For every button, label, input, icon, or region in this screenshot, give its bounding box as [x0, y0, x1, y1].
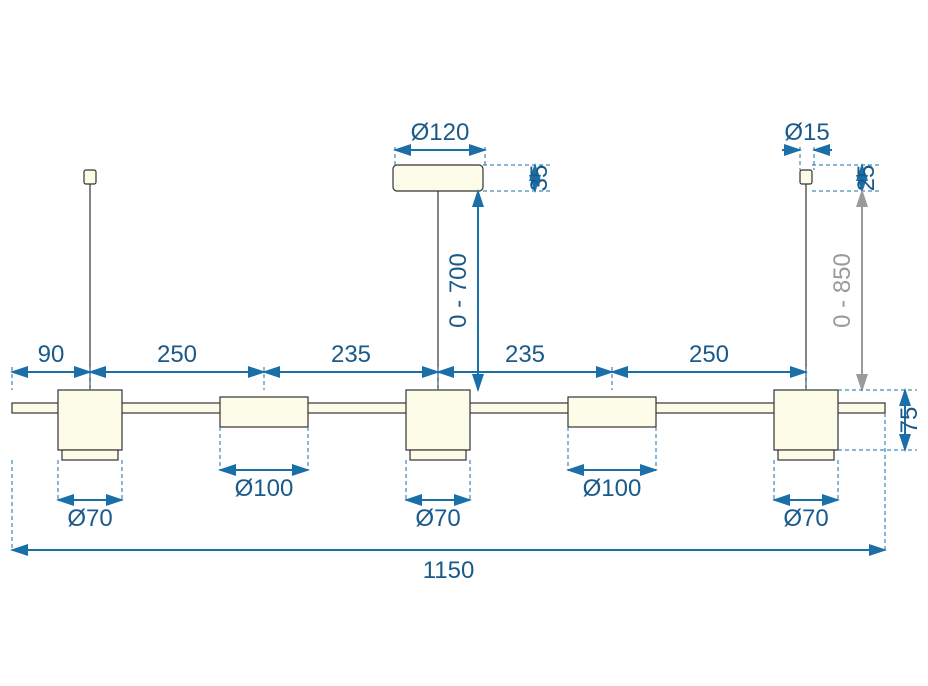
svg-text:Ø70: Ø70 — [415, 505, 460, 532]
svg-text:Ø100: Ø100 — [583, 475, 642, 502]
svg-text:Ø100: Ø100 — [235, 475, 294, 502]
svg-text:0 - 700: 0 - 700 — [445, 253, 472, 328]
svg-text:235: 235 — [505, 341, 545, 368]
svg-text:25: 25 — [853, 165, 880, 192]
technical-drawing: 90 250 235 235 250 1150 Ø120 35 0 - 700 Ø15 25 0 - … — [0, 0, 928, 686]
svg-text:Ø15: Ø15 — [784, 119, 829, 146]
svg-text:0 - 850: 0 - 850 — [829, 253, 856, 328]
svg-text:35: 35 — [526, 165, 553, 192]
svg-text:1150: 1150 — [423, 557, 475, 584]
svg-text:Ø70: Ø70 — [67, 505, 112, 532]
svg-text:250: 250 — [689, 341, 729, 368]
svg-text:Ø120: Ø120 — [411, 119, 470, 146]
svg-text:90: 90 — [38, 341, 65, 368]
svg-text:235: 235 — [331, 341, 371, 368]
svg-text:Ø70: Ø70 — [783, 505, 828, 532]
svg-text:250: 250 — [157, 341, 197, 368]
svg-text:75: 75 — [896, 407, 923, 434]
